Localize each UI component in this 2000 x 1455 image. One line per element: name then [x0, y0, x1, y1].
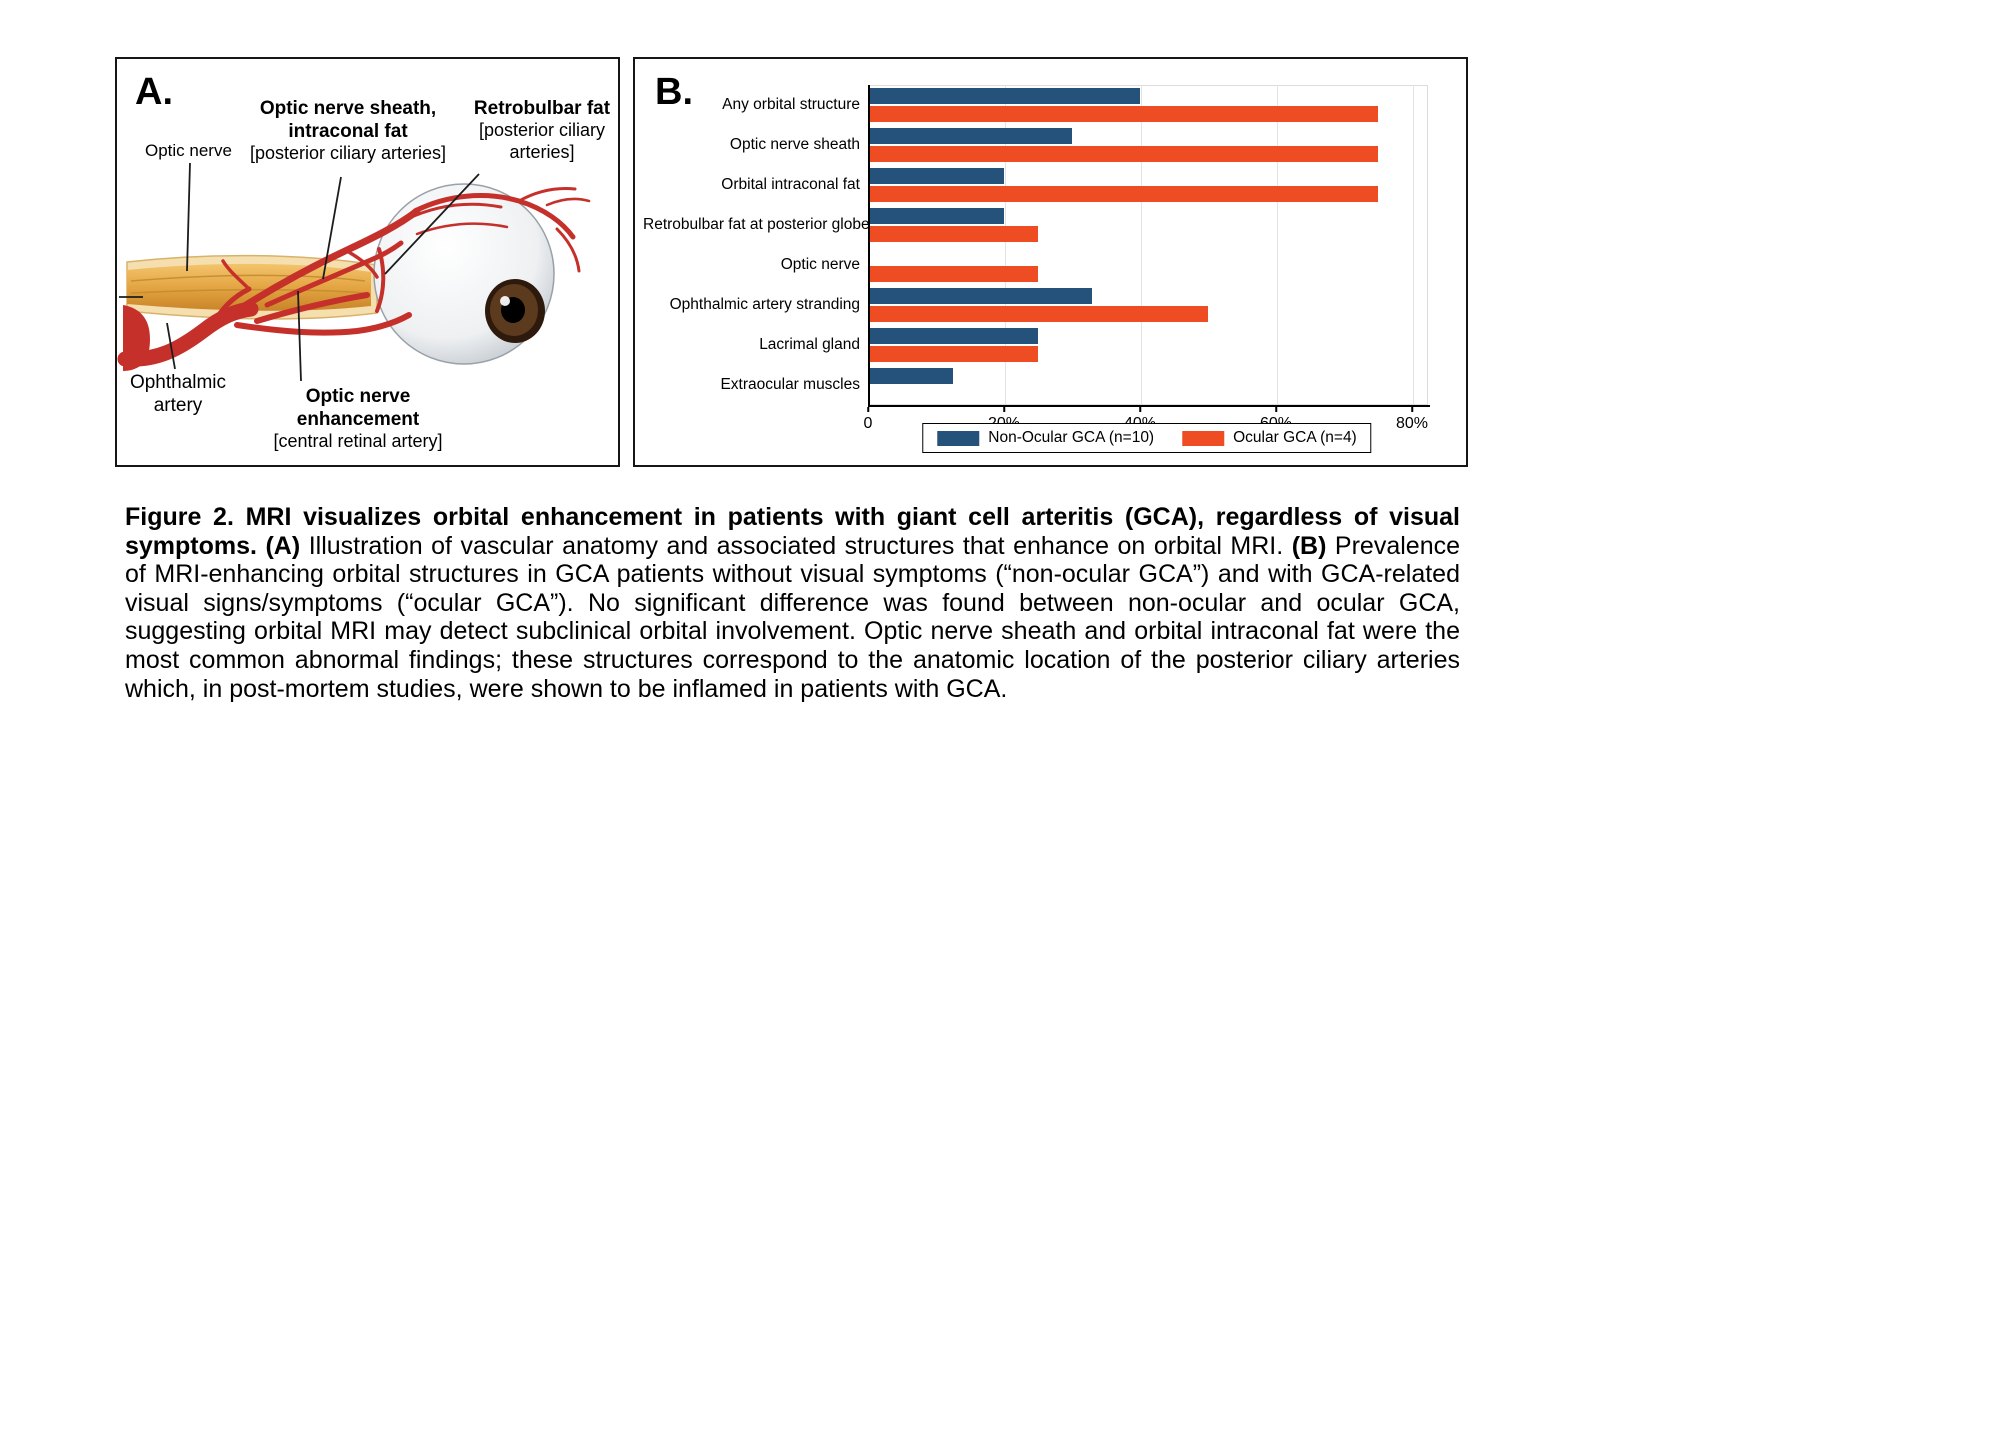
arteries-graphic: [117, 187, 591, 371]
chart-row: Orbital intraconal fat: [643, 165, 1428, 205]
tick-label: 80%: [1395, 415, 1429, 432]
label-sheath-sub: [posterior ciliary arteries]: [249, 143, 447, 164]
iris-graphic: [485, 279, 545, 343]
eyeball-graphic: [373, 183, 555, 365]
bar-ocular: [868, 346, 1038, 362]
panel-b: B. Any orbital structure Optic nerve shea…: [633, 57, 1468, 467]
panel-a: A.: [115, 57, 620, 467]
bar-group: [868, 325, 1428, 365]
chart-row: Optic nerve: [643, 245, 1428, 285]
legend-label: Ocular GCA (n=4): [1233, 429, 1357, 446]
tick-mark: [1139, 407, 1141, 412]
tick-mark: [1411, 407, 1413, 412]
bar-ocular: [868, 306, 1208, 322]
chart-row: Ophthalmic artery stranding: [643, 285, 1428, 325]
gridline: [1413, 86, 1414, 404]
label-sheath-title: Optic nerve sheath, intraconal fat: [259, 98, 437, 143]
caption-a-label: (A): [265, 531, 301, 560]
legend-label: Non-Ocular GCA (n=10): [988, 429, 1155, 446]
chart-legend: Non-Ocular GCA (n=10) Ocular GCA (n=4): [922, 423, 1372, 453]
chart-row: Retrobulbar fat at posterior globe: [643, 205, 1428, 245]
legend-item: Non-Ocular GCA (n=10): [937, 429, 1154, 447]
category-label: Ophthalmic artery stranding: [669, 296, 860, 313]
bar-group: [868, 85, 1428, 125]
caption-b-label: (B): [1291, 531, 1327, 560]
bar-group: [868, 285, 1428, 325]
eye-anatomy-illustration: [117, 162, 591, 382]
label-optic-nerve: Optic nerve: [145, 141, 232, 162]
bar-ocular: [868, 266, 1038, 282]
panel-b-letter: B.: [655, 71, 693, 113]
category-label: Optic nerve sheath: [729, 136, 860, 153]
category-label: Any orbital structure: [722, 96, 860, 113]
gridline: [1005, 86, 1006, 404]
bar-non-ocular: [868, 128, 1072, 144]
label-enhancement-sub: [central retinal artery]: [273, 431, 443, 452]
bar-ocular: [868, 106, 1378, 122]
x-axis-line: [868, 405, 1430, 407]
bar-non-ocular: [868, 368, 953, 384]
chart-row: Extraocular muscles: [643, 365, 1428, 405]
bar-group: [868, 365, 1428, 405]
chart-row: Optic nerve sheath: [643, 125, 1428, 165]
y-axis-line: [868, 85, 870, 407]
bar-non-ocular: [868, 88, 1140, 104]
label-ophthalmic-text: Ophthalmic artery: [129, 372, 227, 417]
category-label: Extraocular muscles: [720, 376, 860, 393]
gridline: [1141, 86, 1142, 404]
label-optic-nerve-enhancement: Optic nerve enhancement [central retinal…: [243, 385, 473, 453]
legend-swatch: [1182, 430, 1225, 446]
panel-a-letter: A.: [135, 71, 173, 113]
category-label: Retrobulbar fat at posterior globe: [643, 216, 870, 233]
bar-non-ocular: [868, 208, 1004, 224]
gridline: [1277, 86, 1278, 404]
bar-ocular: [868, 186, 1378, 202]
bar-group: [868, 125, 1428, 165]
caption-title: Figure 2. MRI visualizes orbital enhance…: [125, 503, 1460, 560]
tick-label: 0: [863, 415, 873, 432]
label-optic-nerve-sheath: Optic nerve sheath, intraconal fat [post…: [239, 97, 457, 165]
category-label: Orbital intraconal fat: [721, 176, 860, 193]
legend-swatch: [937, 430, 980, 446]
label-optic-nerve-text: Optic nerve: [145, 141, 232, 160]
bar-group: [868, 245, 1428, 285]
bar-non-ocular: [868, 288, 1093, 304]
figure-caption: Figure 2. MRI visualizes orbital enhance…: [125, 503, 1460, 703]
label-retrobulbar-title: Retrobulbar fat: [473, 98, 611, 119]
bar-group: [868, 205, 1428, 245]
label-ophthalmic-artery: Ophthalmic artery: [125, 371, 231, 417]
chart-row: Any orbital structure: [643, 85, 1428, 125]
bar-ocular: [868, 146, 1378, 162]
category-label: Lacrimal gland: [759, 336, 860, 353]
label-retrobulbar-sub: [posterior ciliary arteries]: [478, 120, 606, 163]
caption-b-text: Prevalence of MRI-enhancing orbital stru…: [125, 531, 1460, 703]
label-retrobulbar-fat: Retrobulbar fat [posterior ciliary arter…: [469, 97, 615, 164]
bar-non-ocular: [868, 168, 1004, 184]
caption-a-text: Illustration of vascular anatomy and ass…: [308, 531, 1284, 560]
chart-rows: Any orbital structure Optic nerve sheath O…: [643, 85, 1428, 405]
tick-mark: [1275, 407, 1277, 412]
label-enhancement-title: Optic nerve enhancement: [296, 386, 420, 431]
bar-ocular: [868, 226, 1038, 242]
tick-mark: [867, 407, 869, 412]
legend-item: Ocular GCA (n=4): [1182, 429, 1357, 447]
category-label: Optic nerve: [780, 256, 860, 273]
tick-mark: [1003, 407, 1005, 412]
chart-row: Lacrimal gland: [643, 325, 1428, 365]
bar-group: [868, 165, 1428, 205]
bar-non-ocular: [868, 328, 1038, 344]
leader-lines: [119, 162, 480, 382]
optic-nerve-graphic: [126, 254, 378, 320]
